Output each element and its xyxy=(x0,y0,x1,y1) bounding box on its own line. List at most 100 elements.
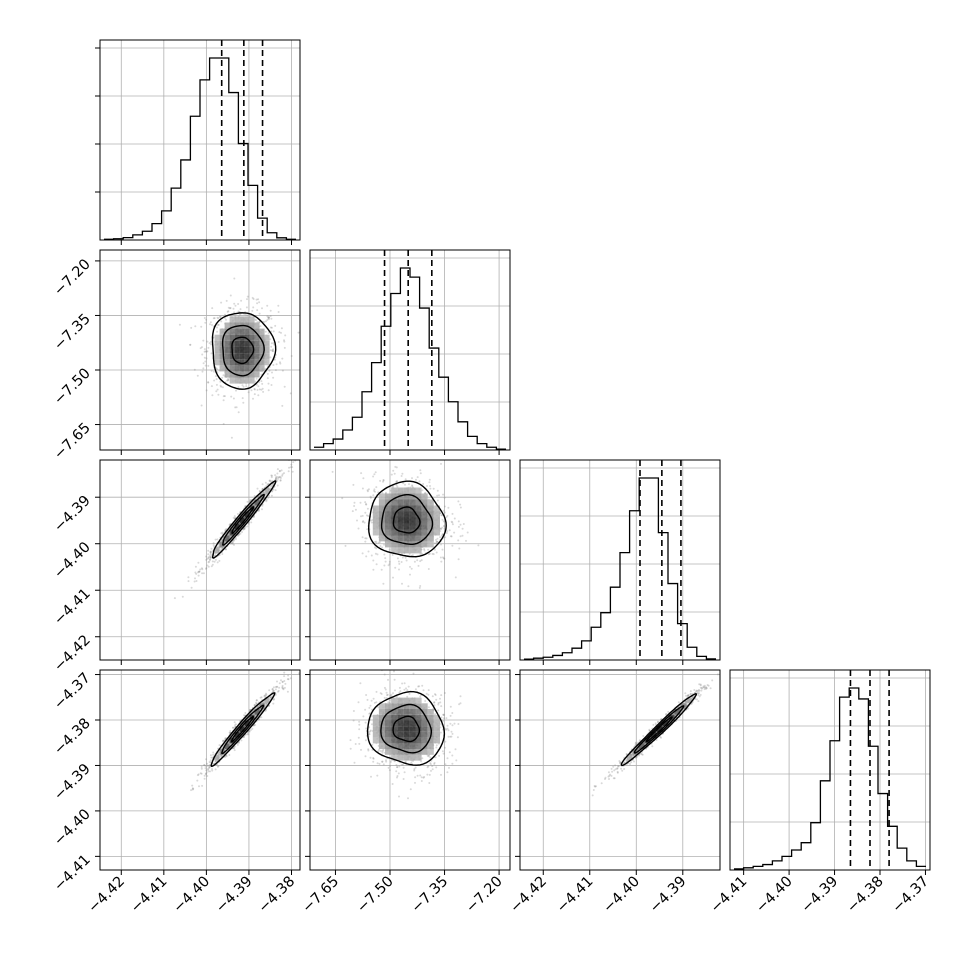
scatter-point xyxy=(401,583,403,585)
scatter-point xyxy=(274,474,276,476)
scatter-point xyxy=(373,473,375,475)
scatter-point xyxy=(234,724,236,726)
scatter-point xyxy=(428,568,430,570)
scatter-point xyxy=(404,484,406,486)
scatter-point xyxy=(274,359,276,361)
scatter-point xyxy=(415,767,417,769)
scatter-point xyxy=(427,549,429,551)
scatter-point xyxy=(352,484,354,486)
scatter-point xyxy=(205,758,207,760)
scatter-point xyxy=(234,749,236,751)
scatter-point xyxy=(260,716,262,718)
scatter-point xyxy=(398,796,400,798)
scatter-point xyxy=(221,553,223,555)
scatter-point xyxy=(211,394,213,396)
scatter-point xyxy=(268,332,270,334)
scatter-point xyxy=(371,723,373,725)
density-cell xyxy=(422,530,428,536)
scatter-point xyxy=(467,532,469,534)
scatter-point xyxy=(271,495,273,497)
density-cell xyxy=(434,726,440,732)
density-cell xyxy=(397,755,403,761)
scatter-point xyxy=(270,349,272,351)
density-cell xyxy=(230,316,235,322)
scatter-point xyxy=(194,325,196,327)
scatter-point xyxy=(445,717,447,719)
density-cell xyxy=(240,371,245,377)
scatter-point xyxy=(270,475,272,477)
density-panel-2-1 xyxy=(310,460,510,660)
scatter-point xyxy=(216,384,218,386)
density-cell xyxy=(434,512,440,518)
scatter-point xyxy=(276,363,278,365)
scatter-point xyxy=(405,761,407,763)
scatter-point xyxy=(436,552,438,554)
density-cell xyxy=(245,316,250,322)
histogram-panel-2 xyxy=(520,460,720,660)
scatter-point xyxy=(245,314,247,316)
scatter-point xyxy=(221,377,223,379)
scatter-point xyxy=(358,701,360,703)
scatter-point xyxy=(216,378,218,380)
scatter-point xyxy=(350,748,352,750)
scatter-point xyxy=(444,506,446,508)
scatter-point xyxy=(452,523,454,525)
scatter-point xyxy=(190,327,192,329)
scatter-point xyxy=(442,556,444,558)
scatter-point xyxy=(366,514,368,516)
scatter-point xyxy=(207,381,209,383)
density-cell xyxy=(416,755,422,761)
scatter-point xyxy=(394,689,396,691)
scatter-point xyxy=(383,763,385,765)
density-cell xyxy=(428,541,434,547)
scatter-point xyxy=(279,476,281,478)
scatter-point xyxy=(388,767,390,769)
scatter-point xyxy=(204,351,206,353)
scatter-point xyxy=(282,681,284,683)
scatter-point xyxy=(277,305,279,307)
scatter-point xyxy=(204,317,206,319)
density-cell xyxy=(235,316,240,322)
scatter-point xyxy=(208,557,210,559)
scatter-point xyxy=(415,688,417,690)
scatter-point xyxy=(275,489,277,491)
scatter-point xyxy=(215,559,217,561)
scatter-point xyxy=(401,475,403,477)
scatter-point xyxy=(397,557,399,559)
scatter-point xyxy=(292,461,294,463)
scatter-point xyxy=(412,554,414,556)
scatter-point xyxy=(220,385,222,387)
scatter-point xyxy=(268,389,270,391)
density-cell xyxy=(385,726,391,732)
scatter-point xyxy=(284,386,286,388)
scatter-point xyxy=(371,522,373,524)
scatter-point xyxy=(201,405,203,407)
scatter-point xyxy=(341,497,343,499)
density-cell xyxy=(373,715,379,721)
density-cell xyxy=(434,524,440,530)
scatter-point xyxy=(276,473,278,475)
scatter-point xyxy=(444,763,446,765)
scatter-point xyxy=(355,743,357,745)
scatter-point xyxy=(279,363,281,365)
scatter-point xyxy=(373,488,375,490)
scatter-point xyxy=(436,744,438,746)
scatter-point xyxy=(368,713,370,715)
scatter-point xyxy=(190,789,192,791)
scatter-point xyxy=(408,483,410,485)
density-cell xyxy=(391,488,397,494)
scatter-point xyxy=(440,561,442,563)
scatter-point xyxy=(272,364,274,366)
scatter-point xyxy=(281,475,283,477)
scatter-point xyxy=(392,783,394,785)
scatter-point xyxy=(373,698,375,700)
scatter-point xyxy=(284,683,286,685)
scatter-point xyxy=(454,518,456,520)
scatter-point xyxy=(423,689,425,691)
scatter-point xyxy=(222,740,224,742)
scatter-point xyxy=(202,340,204,342)
density-cell xyxy=(245,329,250,335)
scatter-point xyxy=(414,782,416,784)
scatter-point xyxy=(276,480,278,482)
density-cell xyxy=(422,732,428,738)
